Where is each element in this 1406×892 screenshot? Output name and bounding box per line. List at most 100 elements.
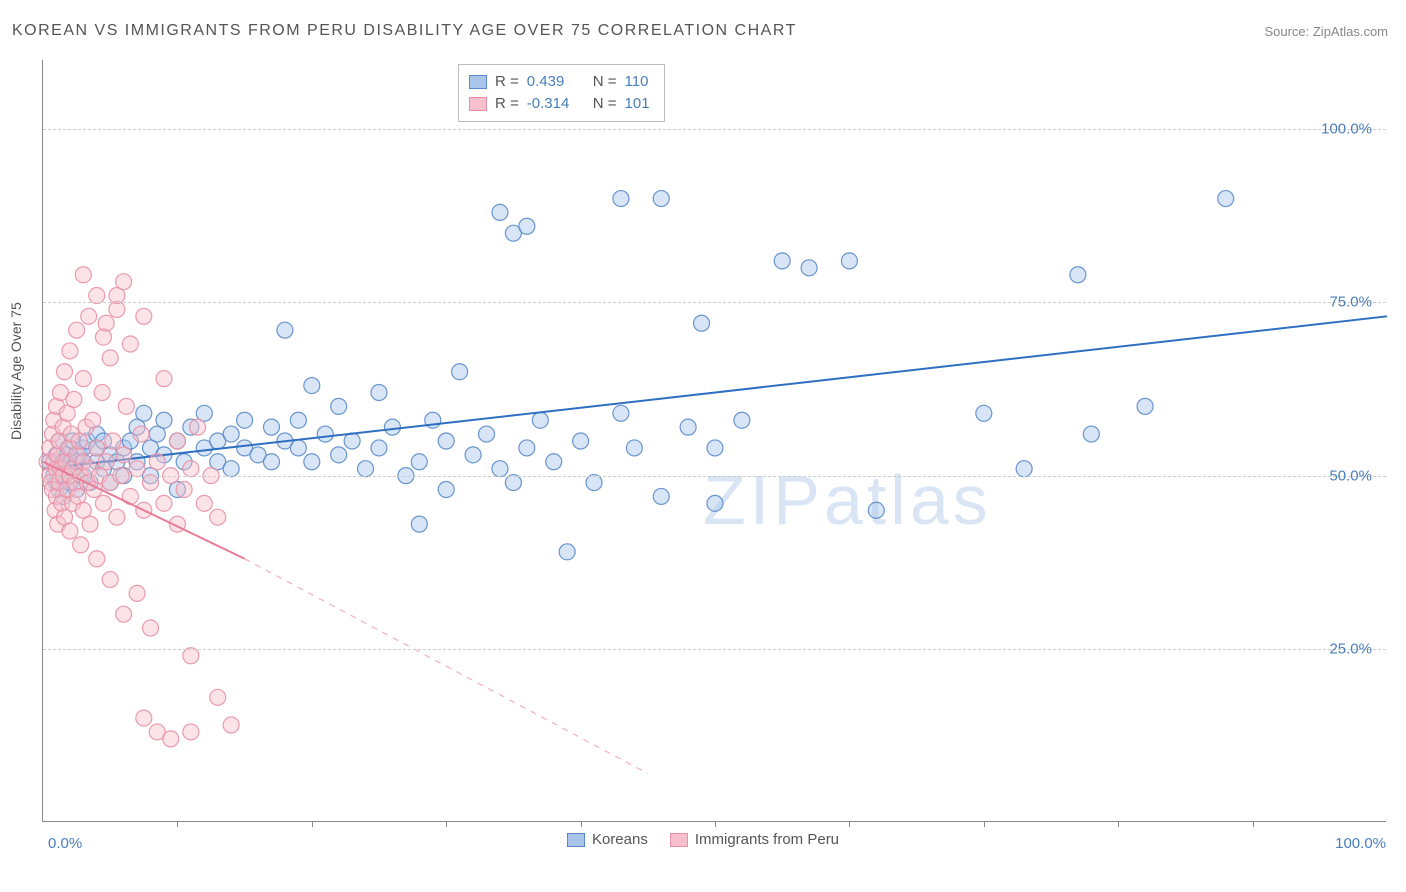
r-value: 0.439 bbox=[527, 71, 585, 93]
plot-area: ZIPatlas 25.0%50.0%75.0%100.0% bbox=[42, 60, 1386, 822]
y-axis-title: Disability Age Over 75 bbox=[8, 302, 24, 440]
y-tick-label: 75.0% bbox=[1329, 294, 1372, 311]
scatter-point bbox=[358, 461, 374, 477]
scatter-point bbox=[129, 585, 145, 601]
scatter-point bbox=[290, 440, 306, 456]
x-tick bbox=[177, 821, 178, 827]
scatter-point bbox=[492, 461, 508, 477]
scatter-point bbox=[1218, 191, 1234, 207]
scatter-point bbox=[190, 419, 206, 435]
scatter-point bbox=[169, 433, 185, 449]
scatter-point bbox=[505, 475, 521, 491]
scatter-point bbox=[75, 267, 91, 283]
scatter-point bbox=[774, 253, 790, 269]
legend-item: Koreans bbox=[567, 831, 648, 848]
scatter-point bbox=[331, 447, 347, 463]
scatter-point bbox=[109, 509, 125, 525]
legend-swatch bbox=[670, 833, 688, 847]
legend-stats-row: R =0.439N =110 bbox=[469, 71, 650, 93]
scatter-point bbox=[1137, 398, 1153, 414]
scatter-point bbox=[95, 495, 111, 511]
x-tick bbox=[984, 821, 985, 827]
scatter-point bbox=[546, 454, 562, 470]
scatter-point bbox=[129, 461, 145, 477]
scatter-point bbox=[102, 572, 118, 588]
scatter-point bbox=[85, 412, 101, 428]
scatter-point bbox=[438, 481, 454, 497]
scatter-point bbox=[223, 717, 239, 733]
n-label: N = bbox=[593, 71, 617, 93]
scatter-point bbox=[1070, 267, 1086, 283]
scatter-point bbox=[73, 537, 89, 553]
scatter-point bbox=[304, 454, 320, 470]
scatter-point bbox=[613, 191, 629, 207]
scatter-point bbox=[465, 447, 481, 463]
scatter-point bbox=[479, 426, 495, 442]
scatter-point bbox=[532, 412, 548, 428]
scatter-svg bbox=[43, 60, 1386, 821]
x-tick bbox=[312, 821, 313, 827]
scatter-point bbox=[94, 385, 110, 401]
scatter-point bbox=[98, 315, 114, 331]
scatter-point bbox=[290, 412, 306, 428]
scatter-point bbox=[105, 433, 121, 449]
scatter-point bbox=[66, 391, 82, 407]
x-tick bbox=[581, 821, 582, 827]
trend-line-dashed bbox=[245, 559, 648, 774]
scatter-point bbox=[163, 731, 179, 747]
scatter-point bbox=[57, 364, 73, 380]
scatter-point bbox=[156, 495, 172, 511]
scatter-point bbox=[411, 454, 427, 470]
x-tick bbox=[446, 821, 447, 827]
scatter-point bbox=[317, 426, 333, 442]
legend-stats-box: R =0.439N =110R =-0.314N =101 bbox=[458, 64, 665, 122]
scatter-point bbox=[519, 218, 535, 234]
scatter-point bbox=[371, 385, 387, 401]
y-tick-label: 100.0% bbox=[1321, 121, 1372, 138]
scatter-point bbox=[223, 426, 239, 442]
x-tick bbox=[1253, 821, 1254, 827]
scatter-point bbox=[156, 371, 172, 387]
x-axis-label-min: 0.0% bbox=[48, 835, 82, 852]
scatter-point bbox=[98, 454, 114, 470]
r-value: -0.314 bbox=[527, 93, 585, 115]
scatter-point bbox=[841, 253, 857, 269]
scatter-point bbox=[1083, 426, 1099, 442]
scatter-point bbox=[82, 516, 98, 532]
scatter-point bbox=[263, 454, 279, 470]
legend-swatch bbox=[469, 97, 487, 111]
gridline bbox=[43, 129, 1386, 130]
x-tick bbox=[1118, 821, 1119, 827]
x-tick bbox=[715, 821, 716, 827]
scatter-point bbox=[183, 461, 199, 477]
scatter-point bbox=[136, 405, 152, 421]
scatter-point bbox=[62, 523, 78, 539]
legend-bottom: Koreans Immigrants from Peru bbox=[0, 831, 1406, 848]
n-value: 101 bbox=[625, 93, 650, 115]
scatter-point bbox=[89, 551, 105, 567]
scatter-point bbox=[801, 260, 817, 276]
scatter-point bbox=[277, 322, 293, 338]
scatter-point bbox=[734, 412, 750, 428]
legend-label: Immigrants from Peru bbox=[695, 831, 839, 848]
scatter-point bbox=[196, 495, 212, 511]
scatter-point bbox=[331, 398, 347, 414]
scatter-point bbox=[116, 447, 132, 463]
scatter-point bbox=[384, 419, 400, 435]
scatter-point bbox=[81, 308, 97, 324]
scatter-point bbox=[69, 322, 85, 338]
scatter-point bbox=[411, 516, 427, 532]
scatter-point bbox=[210, 509, 226, 525]
legend-label: Koreans bbox=[592, 831, 648, 848]
y-tick-label: 25.0% bbox=[1329, 640, 1372, 657]
scatter-point bbox=[438, 433, 454, 449]
scatter-point bbox=[136, 710, 152, 726]
scatter-point bbox=[371, 440, 387, 456]
n-value: 110 bbox=[625, 71, 649, 93]
scatter-point bbox=[519, 440, 535, 456]
scatter-point bbox=[680, 419, 696, 435]
scatter-point bbox=[149, 454, 165, 470]
n-label: N = bbox=[593, 93, 617, 115]
legend-swatch bbox=[469, 75, 487, 89]
y-tick-label: 50.0% bbox=[1329, 467, 1372, 484]
